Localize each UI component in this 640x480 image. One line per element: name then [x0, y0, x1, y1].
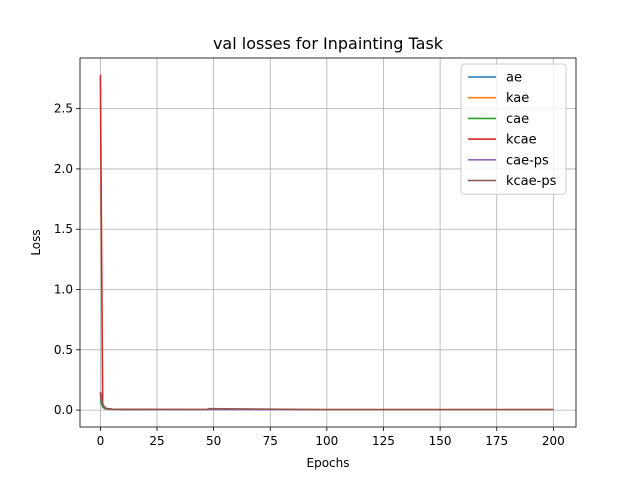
- legend-label-kae: kae: [506, 91, 529, 106]
- x-tick-label: 175: [485, 434, 508, 448]
- chart-title: val losses for Inpainting Task: [213, 34, 444, 53]
- ticks: 0 25 50 75 100 125 150 175 200 0.0 0.5 1.0 1.5 2.0 2.5: [54, 102, 565, 448]
- axes-frame: [79, 57, 577, 428]
- legend-box: [460, 63, 567, 195]
- legend-label-ae: ae: [506, 71, 522, 86]
- legend-label-kcae-ps: kcae-ps: [506, 174, 557, 189]
- x-tick-label: 50: [206, 434, 221, 448]
- y-tick-label: 2.5: [54, 102, 73, 116]
- x-tick-label: 100: [315, 434, 338, 448]
- y-tick-label: 1.5: [54, 222, 73, 236]
- legend: ae kae cae kcae cae-ps kcae-ps: [460, 63, 567, 195]
- legend-label-cae-ps: cae-ps: [506, 153, 549, 168]
- x-tick-label: 25: [149, 434, 164, 448]
- x-tick-label: 75: [263, 434, 278, 448]
- y-axis-label: Loss: [29, 229, 43, 255]
- x-tick-label: 200: [542, 434, 565, 448]
- series-lines: [99, 74, 554, 411]
- x-tick-label: 150: [429, 434, 452, 448]
- legend-label-kcae: kcae: [506, 133, 537, 148]
- x-axis-label: Epochs: [307, 456, 350, 470]
- series-line-kcae-ps: [99, 391, 554, 411]
- y-tick-label: 0.5: [54, 343, 73, 357]
- y-tick-label: 1.0: [54, 283, 73, 297]
- x-tick-label: 125: [372, 434, 395, 448]
- y-tick-label: 0.0: [54, 403, 73, 417]
- x-tick-label: 0: [97, 434, 105, 448]
- legend-label-cae: cae: [506, 112, 529, 127]
- y-tick-label: 2.0: [54, 162, 73, 176]
